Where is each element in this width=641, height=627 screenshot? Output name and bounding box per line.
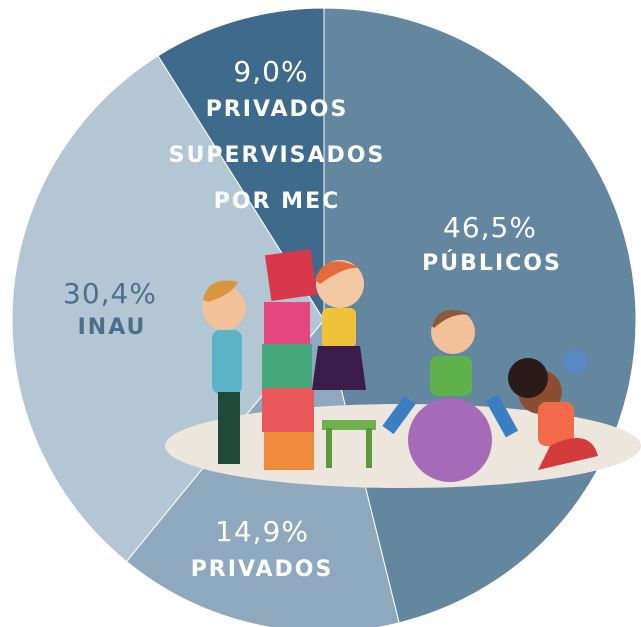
pie-slice [157, 7, 325, 322]
category-label: PÚBLICOS [422, 251, 562, 276]
value-label: 46,5% [443, 211, 537, 244]
pie-slice [11, 55, 325, 563]
value-label: 30,4% [63, 277, 157, 310]
value-label: 14,9% [215, 515, 309, 548]
value-label: 9,0% [233, 55, 309, 88]
category-label: PRIVADOS [190, 557, 334, 582]
category-label: INAU [77, 315, 147, 340]
category-label: PRIVADOS SUPERVISADOS POR MEC [168, 97, 386, 214]
